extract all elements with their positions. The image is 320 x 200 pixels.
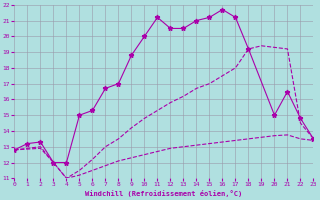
- X-axis label: Windchill (Refroidissement éolien,°C): Windchill (Refroidissement éolien,°C): [85, 190, 243, 197]
